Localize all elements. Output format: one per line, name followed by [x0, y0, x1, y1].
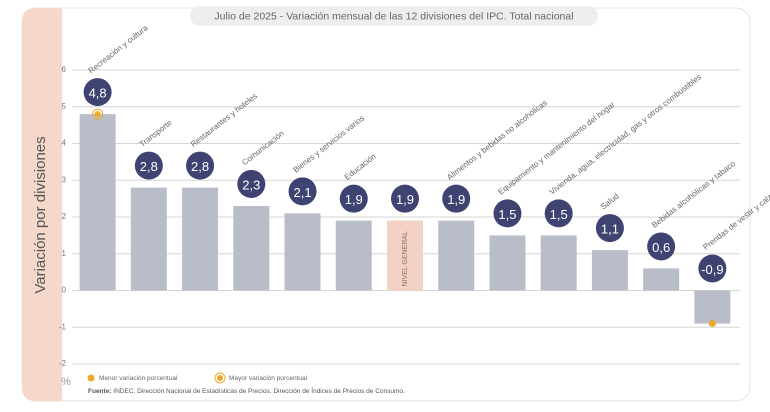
- legend-label: Mayor variación porcentual: [229, 375, 308, 382]
- legend-ring: [214, 372, 226, 384]
- bar: [438, 220, 475, 291]
- y-tick-label: 5: [62, 102, 67, 111]
- value-badge: [391, 184, 419, 213]
- y-tick-label: -2: [59, 359, 67, 368]
- value-label: -0,9: [701, 262, 723, 277]
- y-panel: [22, 8, 62, 401]
- value-label: 0,6: [652, 240, 670, 255]
- y-tick-label: 3: [62, 175, 67, 184]
- y-unit: %: [61, 376, 71, 388]
- title-pill: [190, 6, 598, 26]
- y-tick-label: -1: [59, 322, 67, 331]
- bar: [540, 235, 577, 291]
- bar: [233, 205, 270, 291]
- value-label: 1,5: [498, 207, 516, 222]
- bar: [182, 187, 219, 291]
- source-text: INDEC, Dirección Nacional de Estadística…: [113, 386, 405, 395]
- min-dot: [708, 320, 716, 328]
- y-tick-label: 0: [62, 286, 67, 295]
- value-badge: [186, 151, 215, 180]
- value-badge: [647, 232, 676, 261]
- legend-label: Menor variación porcentual: [99, 375, 178, 382]
- bar: [643, 268, 680, 291]
- value-badge: [339, 184, 368, 213]
- max-dot: [94, 111, 101, 118]
- source: Fuente: INDEC, Dirección Nacional de Est…: [88, 386, 405, 395]
- value-badge: [442, 184, 471, 213]
- y-tick-label: 6: [62, 65, 67, 74]
- max-ring: [92, 108, 104, 120]
- chart-title: Julio de 2025 - Variación mensual de las…: [214, 10, 573, 22]
- y-axis-label: Variación por divisiones: [32, 136, 49, 293]
- value-label: 2,3: [242, 177, 260, 192]
- bar: [387, 220, 423, 291]
- value-label: 2,1: [293, 185, 311, 200]
- legend-dot-max: [217, 375, 223, 381]
- y-tick-label: 2: [62, 212, 67, 221]
- bar: [591, 250, 628, 291]
- y-tick-label: 1: [62, 249, 67, 258]
- value-badge: [698, 254, 727, 283]
- value-label: 1,1: [601, 222, 619, 237]
- bar: [335, 220, 372, 291]
- bar: [130, 187, 167, 291]
- source-label: Fuente:: [88, 388, 111, 395]
- category-label: NIVEL GENERAL: [402, 231, 409, 286]
- value-badge: [595, 214, 624, 243]
- y-tick-label: 4: [62, 139, 67, 148]
- value-label: 2,8: [140, 159, 158, 174]
- bar: [489, 235, 526, 291]
- value-badge: [83, 78, 112, 107]
- bar: [79, 114, 116, 291]
- value-badge: [288, 177, 317, 206]
- value-label: 1,9: [447, 192, 465, 207]
- value-badge: [237, 169, 266, 198]
- value-label: 1,9: [345, 192, 363, 207]
- value-label: 2,8: [191, 159, 209, 174]
- value-label: 4,8: [89, 86, 107, 101]
- value-badge: [544, 199, 573, 228]
- value-label: 1,5: [550, 207, 568, 222]
- bar: [694, 290, 731, 324]
- bar: [284, 213, 321, 291]
- value-label: 1,9: [396, 192, 414, 207]
- legend-dot-min: [87, 374, 95, 382]
- value-badge: [493, 199, 522, 228]
- value-badge: [134, 151, 163, 180]
